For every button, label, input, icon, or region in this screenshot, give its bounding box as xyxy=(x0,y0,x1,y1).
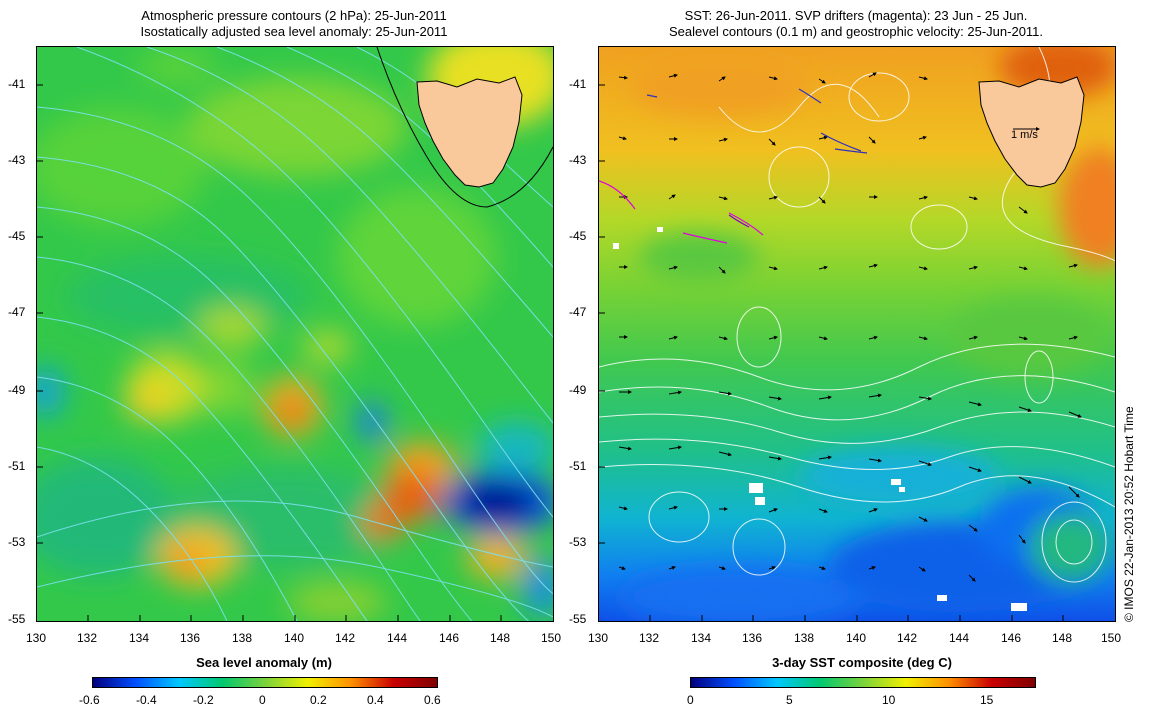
left-lat-tick: -43 xyxy=(8,153,26,167)
right-grid-ticks xyxy=(599,84,1064,621)
left-lat-tick: -45 xyxy=(8,229,26,243)
sst-colorbar-tick: 10 xyxy=(882,693,896,707)
sla-colorbar-tick: 0.2 xyxy=(310,693,327,707)
svp-drifter-tracks xyxy=(599,180,764,244)
left-lon-tick: 140 xyxy=(284,631,305,645)
right-title-line1: SST: 26-Jun-2011. SVP drifters (magenta)… xyxy=(684,8,1028,23)
sla-colorbar-tick: -0.6 xyxy=(79,693,100,707)
sla-map-svg xyxy=(37,47,553,621)
tasmania-land-sst xyxy=(978,76,1085,188)
sla-colorbar-tick: -0.4 xyxy=(136,693,157,707)
tasmania-land xyxy=(416,76,523,188)
sst-colorbar-tick: 5 xyxy=(786,693,793,707)
left-lat-tick: -55 xyxy=(8,612,26,626)
sst-map: 1 m/s xyxy=(598,46,1116,622)
left-grid-ticks xyxy=(37,84,502,621)
left-lat-tick: -47 xyxy=(8,305,26,319)
left-title-line2: Isostatically adjusted sea level anomaly… xyxy=(140,24,448,39)
right-lon-tick: 134 xyxy=(691,631,712,645)
pressure-contours xyxy=(37,47,553,621)
left-title-line1: Atmospheric pressure contours (2 hPa): 2… xyxy=(141,8,447,23)
left-lon-tick: 146 xyxy=(439,631,460,645)
left-lat-tick: -41 xyxy=(8,77,26,91)
sea-level-contours xyxy=(599,47,1115,583)
left-lon-tick: 132 xyxy=(77,631,98,645)
right-lon-tick: 148 xyxy=(1052,631,1073,645)
right-lat-tick: -55 xyxy=(569,612,587,626)
right-title: SST: 26-Jun-2011. SVP drifters (magenta)… xyxy=(598,8,1114,40)
right-lat-tick: -43 xyxy=(569,153,587,167)
right-lon-tick: 150 xyxy=(1101,631,1122,645)
sst-map-svg: 1 m/s xyxy=(599,47,1115,621)
right-title-line2: Sealevel contours (0.1 m) and geostrophi… xyxy=(668,24,1044,39)
left-lon-tick: 136 xyxy=(180,631,201,645)
left-lon-tick: 144 xyxy=(387,631,408,645)
missing-data-patches xyxy=(613,227,1027,611)
sla-colorbar-tick: 0 xyxy=(259,693,266,707)
sst-colorbar-tick: 15 xyxy=(980,693,994,707)
right-lon-tick: 132 xyxy=(639,631,660,645)
right-lat-tick: -51 xyxy=(569,459,587,473)
right-lon-tick: 142 xyxy=(897,631,918,645)
imos-credit: © IMOS 22-Jan-2013 20:52 Hobart Time xyxy=(1122,406,1136,622)
left-lat-tick: -53 xyxy=(8,535,26,549)
sla-colorbar-title: Sea level anomaly (m) xyxy=(196,655,332,670)
sst-colorbar-tick: 0 xyxy=(687,693,694,707)
right-lat-tick: -49 xyxy=(569,383,587,397)
right-lat-tick: -45 xyxy=(569,229,587,243)
left-lon-tick: 130 xyxy=(26,631,47,645)
right-lat-tick: -53 xyxy=(569,535,587,549)
left-lon-tick: 148 xyxy=(490,631,511,645)
sla-colorbar-tick: 0.4 xyxy=(367,693,384,707)
right-lon-tick: 146 xyxy=(1001,631,1022,645)
left-lon-tick: 142 xyxy=(335,631,356,645)
left-lat-tick: -51 xyxy=(8,459,26,473)
left-lon-tick: 134 xyxy=(129,631,150,645)
geostrophic-velocity-arrows xyxy=(618,72,1082,582)
scale-arrow-label: 1 m/s xyxy=(1011,129,1038,141)
right-lon-tick: 138 xyxy=(794,631,815,645)
left-lat-tick: -49 xyxy=(8,383,26,397)
right-lon-tick: 140 xyxy=(846,631,867,645)
sst-colorbar xyxy=(690,677,1036,688)
sea-level-anomaly-map xyxy=(36,46,554,622)
right-lon-tick: 136 xyxy=(742,631,763,645)
left-lon-tick: 138 xyxy=(232,631,253,645)
right-lon-tick: 130 xyxy=(588,631,609,645)
left-title: Atmospheric pressure contours (2 hPa): 2… xyxy=(36,8,552,40)
right-lat-tick: -41 xyxy=(569,77,587,91)
right-lon-tick: 144 xyxy=(949,631,970,645)
left-lon-tick: 150 xyxy=(541,631,562,645)
sla-colorbar-tick: 0.6 xyxy=(424,693,441,707)
right-lat-tick: -47 xyxy=(569,305,587,319)
sst-colorbar-title: 3-day SST composite (deg C) xyxy=(772,655,952,670)
sla-colorbar xyxy=(92,677,438,688)
sla-colorbar-tick: -0.2 xyxy=(193,693,214,707)
